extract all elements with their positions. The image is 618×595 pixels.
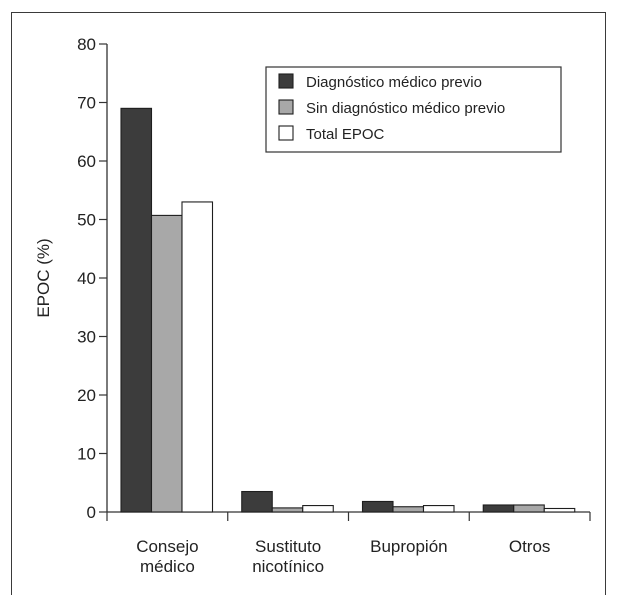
bar [150, 214, 183, 513]
bar [513, 504, 545, 513]
bar [543, 507, 576, 513]
y-axis-title: EPOC (%) [34, 238, 53, 317]
y-tick-label: 30 [77, 328, 96, 347]
legend-swatch [278, 73, 294, 89]
bar [271, 507, 304, 513]
bar [302, 505, 334, 513]
legend-swatch [278, 99, 294, 115]
bar [422, 505, 455, 513]
bar [241, 490, 273, 513]
y-tick-label: 0 [87, 503, 96, 522]
legend-swatch [278, 125, 294, 141]
legend-label: Sin diagnóstico médico previo [306, 100, 505, 117]
x-tick-label: Otros [509, 537, 551, 556]
y-tick-label: 70 [77, 94, 96, 113]
bar [361, 500, 394, 513]
y-tick-label: 20 [77, 386, 96, 405]
bars [120, 107, 576, 513]
bar [482, 504, 515, 513]
x-tick-label: Consejo [136, 537, 198, 556]
bar [120, 107, 153, 513]
x-tick-label: Sustituto [255, 537, 321, 556]
bar [181, 201, 214, 513]
x-tick-label: nicotínico [252, 557, 324, 576]
legend-label: Diagnóstico médico previo [306, 74, 482, 91]
y-tick-label: 80 [77, 35, 96, 54]
legend-label: Total EPOC [306, 126, 385, 143]
x-tick-label: médico [140, 557, 195, 576]
y-tick-label: 60 [77, 152, 96, 171]
y-tick-label: 40 [77, 269, 96, 288]
legend-box [265, 66, 562, 153]
legend: Diagnóstico médico previo Sin diagnóstico… [265, 66, 562, 153]
bar [392, 506, 425, 513]
y-tick-label: 50 [77, 211, 96, 230]
y-tick-label: 10 [77, 445, 96, 464]
x-tick-label: Bupropión [370, 537, 448, 556]
